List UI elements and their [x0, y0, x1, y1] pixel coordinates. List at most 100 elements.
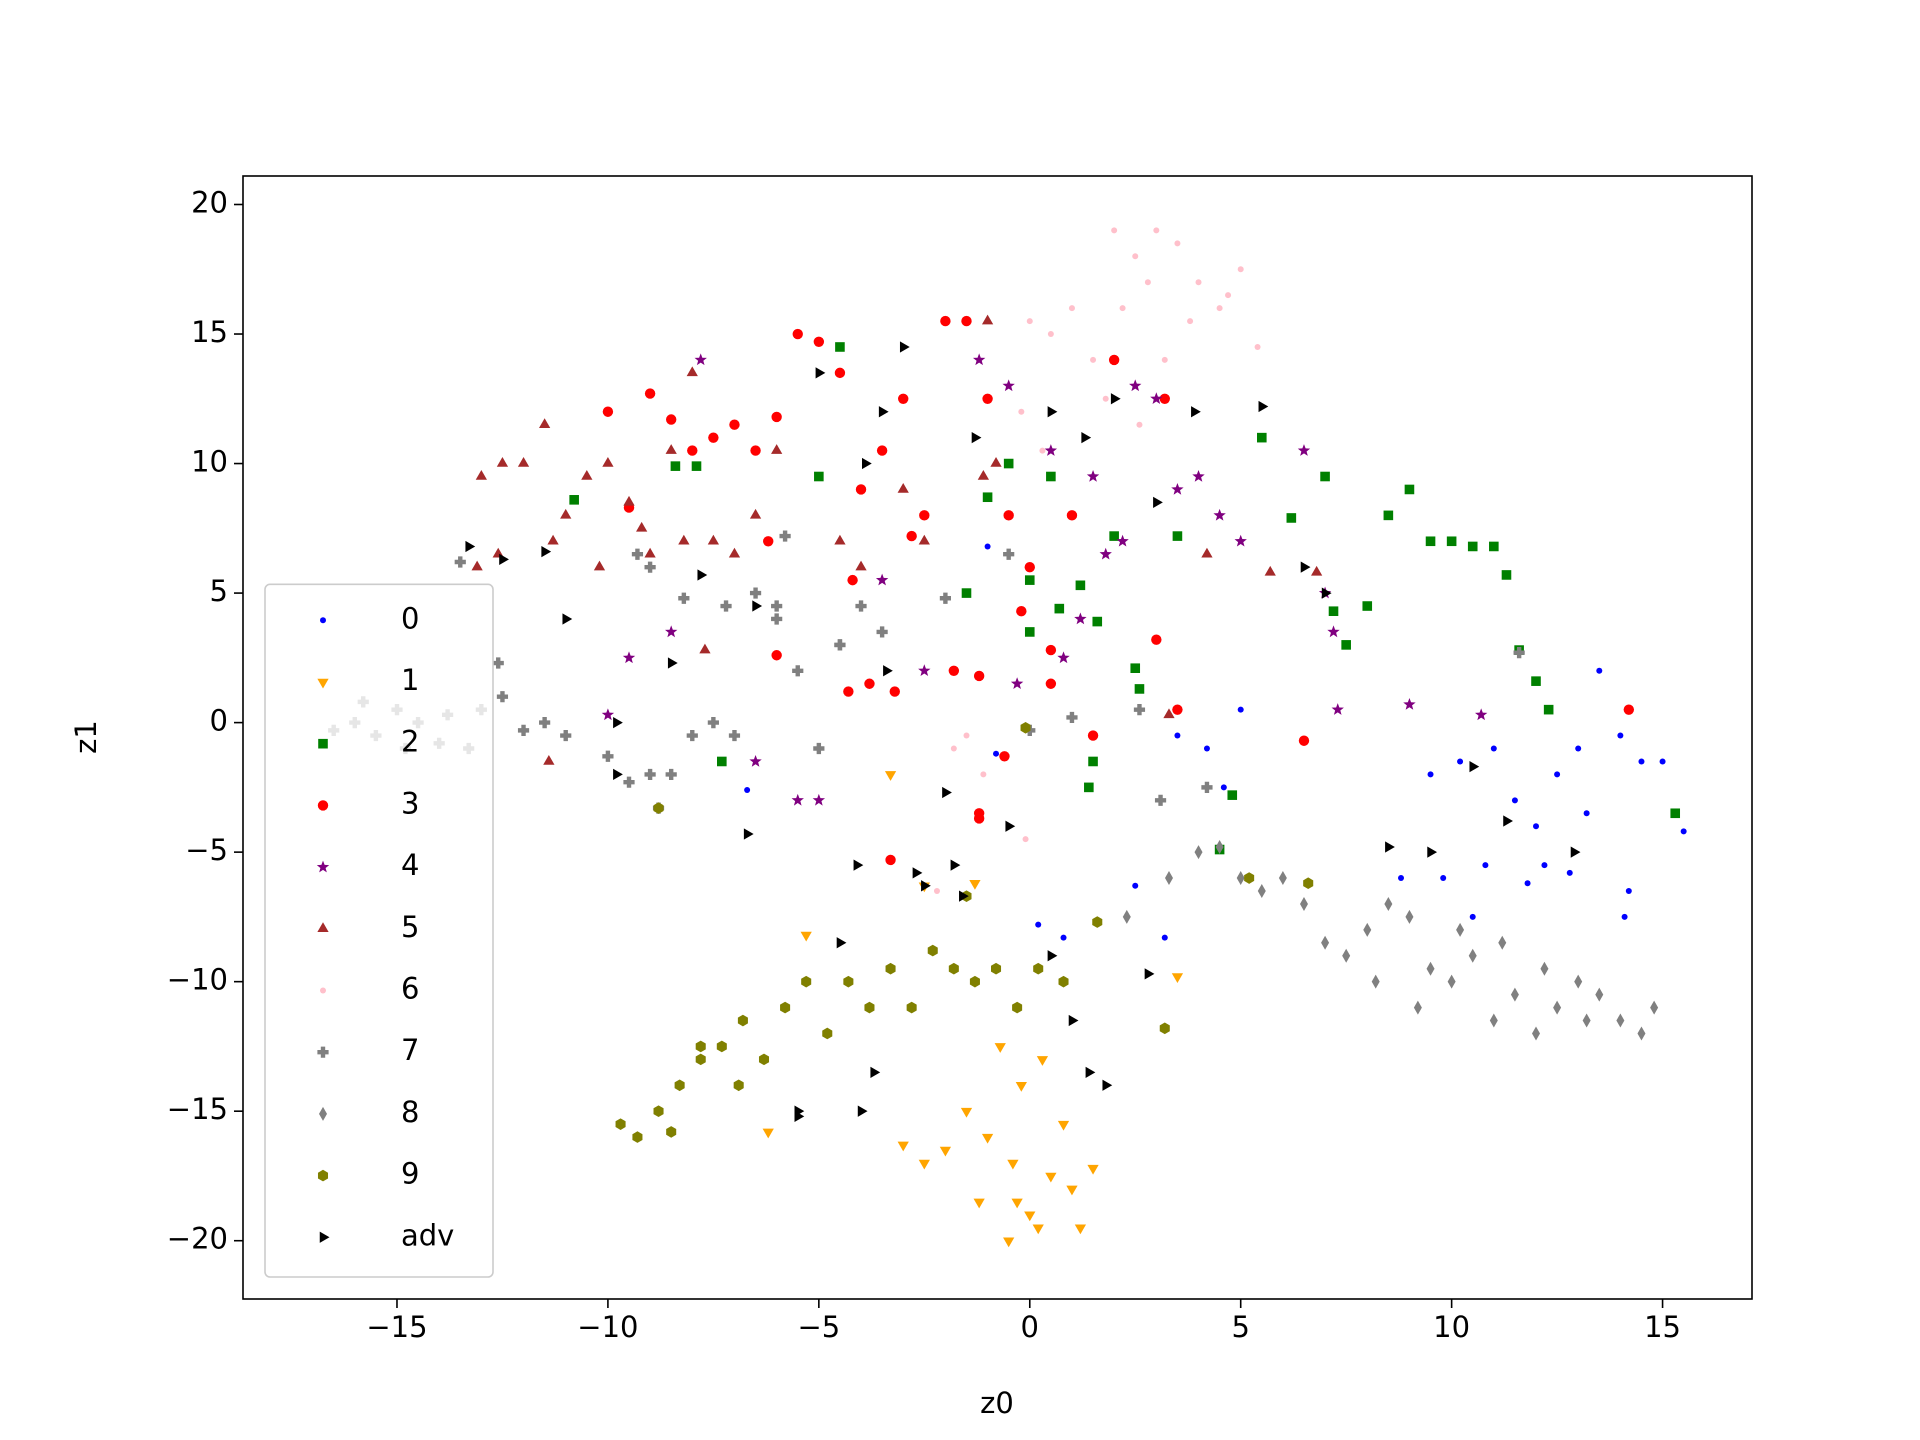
legend-label: 2	[401, 725, 419, 759]
point	[1299, 896, 1308, 911]
point	[763, 536, 774, 547]
y-axis-label: z1	[69, 720, 103, 754]
point	[694, 353, 707, 366]
point	[717, 756, 727, 767]
legend-label: 1	[401, 663, 419, 697]
point	[948, 665, 960, 676]
point	[1045, 678, 1057, 689]
point	[969, 975, 980, 988]
point	[665, 414, 677, 425]
point	[665, 768, 677, 781]
legend-label: 5	[401, 910, 419, 944]
point	[921, 880, 931, 892]
point	[699, 643, 711, 654]
point	[1383, 510, 1394, 521]
point	[1582, 1013, 1591, 1028]
point	[744, 786, 751, 793]
point	[1225, 292, 1232, 299]
point	[613, 768, 623, 781]
legend-marker	[319, 1231, 330, 1243]
point	[492, 657, 504, 669]
point	[729, 419, 740, 430]
point	[613, 716, 623, 729]
point	[990, 457, 1002, 467]
point	[1298, 735, 1310, 746]
point	[1244, 872, 1255, 884]
legend-label: 9	[401, 1157, 419, 1191]
point	[1371, 974, 1380, 989]
point	[1427, 771, 1434, 778]
point	[1574, 974, 1583, 989]
point	[791, 793, 804, 806]
legend-marker	[320, 987, 326, 994]
point	[1503, 815, 1513, 827]
point	[812, 793, 826, 806]
point	[1311, 565, 1323, 576]
point	[667, 657, 678, 669]
point	[1625, 887, 1632, 894]
legend-marker	[317, 800, 329, 811]
point	[980, 771, 987, 778]
point	[517, 724, 530, 736]
point	[471, 560, 483, 571]
point	[961, 588, 972, 598]
point	[878, 406, 889, 418]
point	[885, 854, 896, 866]
point	[981, 1133, 994, 1144]
point	[876, 445, 888, 456]
point	[1456, 922, 1465, 937]
point	[475, 470, 487, 480]
point	[1087, 1164, 1099, 1175]
y-tick-label: −15	[167, 1092, 228, 1126]
point	[822, 1027, 833, 1040]
plot-area	[328, 227, 1687, 1248]
point	[834, 367, 846, 379]
point	[1405, 909, 1414, 924]
point	[771, 613, 783, 625]
point	[543, 754, 555, 765]
point	[541, 545, 552, 558]
point	[973, 813, 985, 824]
point	[1440, 875, 1447, 882]
point	[1122, 909, 1131, 924]
y-tick-label: 5	[210, 574, 228, 608]
point	[644, 547, 656, 558]
point	[1187, 318, 1194, 325]
point	[615, 1118, 626, 1130]
point	[843, 686, 854, 697]
point	[1320, 471, 1330, 482]
legend: 0 1 2 3 4 5 6 7 8 9 adv	[264, 583, 494, 1278]
point	[636, 521, 648, 532]
point	[864, 1001, 875, 1014]
point	[971, 432, 982, 444]
point	[1068, 305, 1075, 312]
point	[1510, 987, 1519, 1002]
point	[1513, 647, 1525, 659]
point	[853, 859, 864, 871]
point	[593, 560, 606, 571]
point	[1035, 921, 1042, 928]
point	[1541, 862, 1548, 869]
point	[972, 353, 986, 366]
point	[1092, 616, 1103, 627]
point	[861, 457, 872, 470]
axes-frame	[242, 175, 1753, 1300]
point	[864, 678, 875, 689]
point	[1385, 841, 1395, 853]
point	[870, 1066, 881, 1078]
point	[1264, 565, 1276, 576]
point	[1413, 1000, 1422, 1015]
point	[939, 592, 952, 604]
point	[1583, 810, 1590, 817]
point	[465, 540, 476, 553]
point	[855, 560, 867, 571]
point	[691, 461, 702, 471]
point	[1119, 305, 1126, 312]
point	[1498, 935, 1507, 950]
point	[1532, 1026, 1541, 1041]
point	[707, 534, 720, 545]
point	[1026, 318, 1033, 325]
point	[737, 1014, 748, 1027]
point	[752, 600, 763, 612]
